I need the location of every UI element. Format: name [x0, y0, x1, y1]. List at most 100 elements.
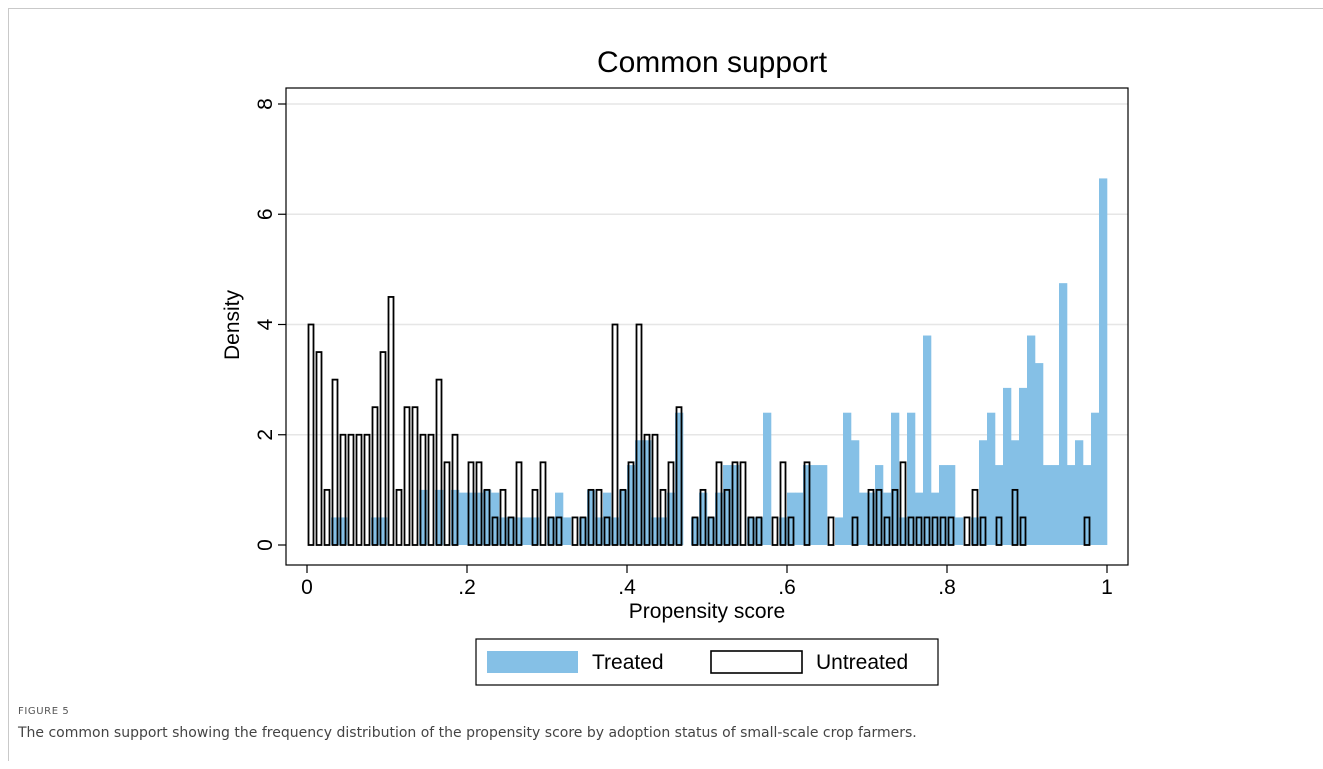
bar-treated-9: [475, 492, 484, 545]
bar-untreated-15: [427, 433, 435, 546]
bar-treated-74: [1051, 465, 1060, 545]
bar-untreated-50: [739, 461, 747, 546]
bar-treated-69: [1011, 440, 1020, 545]
bar-treated-62: [947, 465, 956, 545]
y-axis-label: Density: [221, 289, 244, 360]
bar-treated-52: [867, 492, 876, 545]
bar-untreated-30: [571, 516, 579, 546]
bar-treated-51: [859, 492, 868, 545]
bar-untreated-13: [411, 406, 419, 546]
x-tick-label-2: .4: [618, 576, 636, 599]
bar-untreated-76: [1083, 516, 1091, 546]
bar-treated-38: [731, 465, 740, 545]
bar-untreated-38: [635, 323, 643, 546]
bar-treated-13: [507, 517, 516, 545]
bar-untreated-32: [587, 488, 595, 546]
bar-untreated-5: [347, 433, 355, 546]
bar-untreated-24: [507, 516, 515, 546]
bar-treated-59: [923, 335, 932, 545]
bar-untreated-37: [627, 461, 635, 546]
bar-untreated-3: [331, 378, 339, 546]
bar-untreated-67: [931, 516, 939, 546]
bar-untreated-40: [651, 433, 659, 546]
bar-treated-63: [955, 517, 964, 545]
bar-treated-45: [803, 465, 812, 545]
bar-treated-55: [891, 412, 900, 545]
bar-treated-50: [851, 440, 860, 545]
bar-untreated-9: [379, 351, 387, 546]
bar-treated-24: [611, 517, 620, 545]
bar-treated-61: [939, 465, 948, 545]
bar-treated-49: [843, 412, 852, 545]
bar-untreated-23: [499, 488, 507, 546]
bar-untreated-65: [915, 516, 923, 546]
y-tick-label-3: 6: [254, 208, 277, 220]
bar-treated-34: [699, 492, 708, 545]
bar-untreated-26: [531, 488, 539, 546]
bar-treated-80: [1099, 178, 1108, 545]
legend-label-treated: Treated: [592, 651, 664, 674]
bar-treated-33: [691, 517, 700, 545]
figure-caption: The common support showing the frequency…: [18, 725, 917, 741]
bar-treated-12: [499, 517, 508, 545]
bar-treated-21: [587, 489, 596, 545]
bar-treated-22: [595, 517, 604, 545]
bar-treated-30: [659, 517, 668, 545]
bar-untreated-44: [691, 516, 699, 546]
bar-treated-57: [907, 412, 916, 545]
bar-treated-68: [1003, 387, 1012, 545]
bar-untreated-75: [1019, 516, 1027, 546]
bar-untreated-20: [475, 461, 483, 546]
bar-untreated-53: [771, 516, 779, 546]
legend: Treated Untreated: [475, 638, 939, 686]
bar-untreated-14: [419, 433, 427, 546]
figure-label: FIGURE 5: [18, 706, 70, 717]
bar-treated-46: [811, 465, 820, 545]
bar-untreated-7: [363, 433, 371, 546]
bar-untreated-19: [467, 461, 475, 546]
untreated-bars: [307, 296, 1091, 546]
bar-untreated-64: [907, 516, 915, 546]
bar-untreated-58: [851, 516, 859, 546]
bar-untreated-4: [339, 433, 347, 546]
bar-untreated-0: [307, 323, 315, 546]
bar-treated-5: [435, 489, 444, 545]
bar-treated-2: [371, 517, 380, 545]
x-tick-label-4: .8: [938, 576, 956, 599]
bar-treated-1: [339, 517, 348, 545]
bar-treated-32: [675, 412, 684, 545]
bar-treated-71: [1027, 335, 1036, 545]
bar-treated-0: [331, 517, 340, 545]
bar-untreated-70: [963, 516, 971, 546]
bar-untreated-41: [659, 488, 667, 546]
bar-untreated-48: [723, 488, 731, 546]
bar-treated-8: [467, 492, 476, 545]
bar-treated-31: [667, 492, 676, 545]
bar-treated-11: [491, 492, 500, 545]
bar-treated-43: [787, 492, 796, 545]
bar-untreated-42: [667, 461, 675, 546]
bar-treated-65: [979, 440, 988, 545]
bar-untreated-71: [971, 488, 979, 546]
bar-treated-39: [747, 517, 756, 545]
bar-treated-40: [755, 517, 764, 545]
bar-untreated-33: [595, 488, 603, 546]
y-axis: 0 2 4 6 8: [254, 98, 286, 551]
bar-untreated-51: [747, 516, 755, 546]
x-tick-label-3: .6: [778, 576, 796, 599]
legend-swatch-untreated: [710, 650, 803, 674]
bar-treated-15: [523, 517, 532, 545]
bar-untreated-27: [539, 461, 547, 546]
bar-untreated-69: [947, 516, 955, 546]
bar-untreated-49: [731, 461, 739, 546]
bar-untreated-56: [803, 461, 811, 546]
bar-untreated-57: [827, 516, 835, 546]
bar-untreated-6: [355, 433, 363, 546]
bar-untreated-29: [555, 516, 563, 546]
bar-untreated-18: [451, 433, 459, 546]
x-axis-label: Propensity score: [629, 600, 785, 623]
bar-untreated-45: [699, 488, 707, 546]
bar-treated-53: [875, 465, 884, 545]
figure-frame: [8, 8, 1323, 761]
bar-treated-37: [723, 465, 732, 545]
